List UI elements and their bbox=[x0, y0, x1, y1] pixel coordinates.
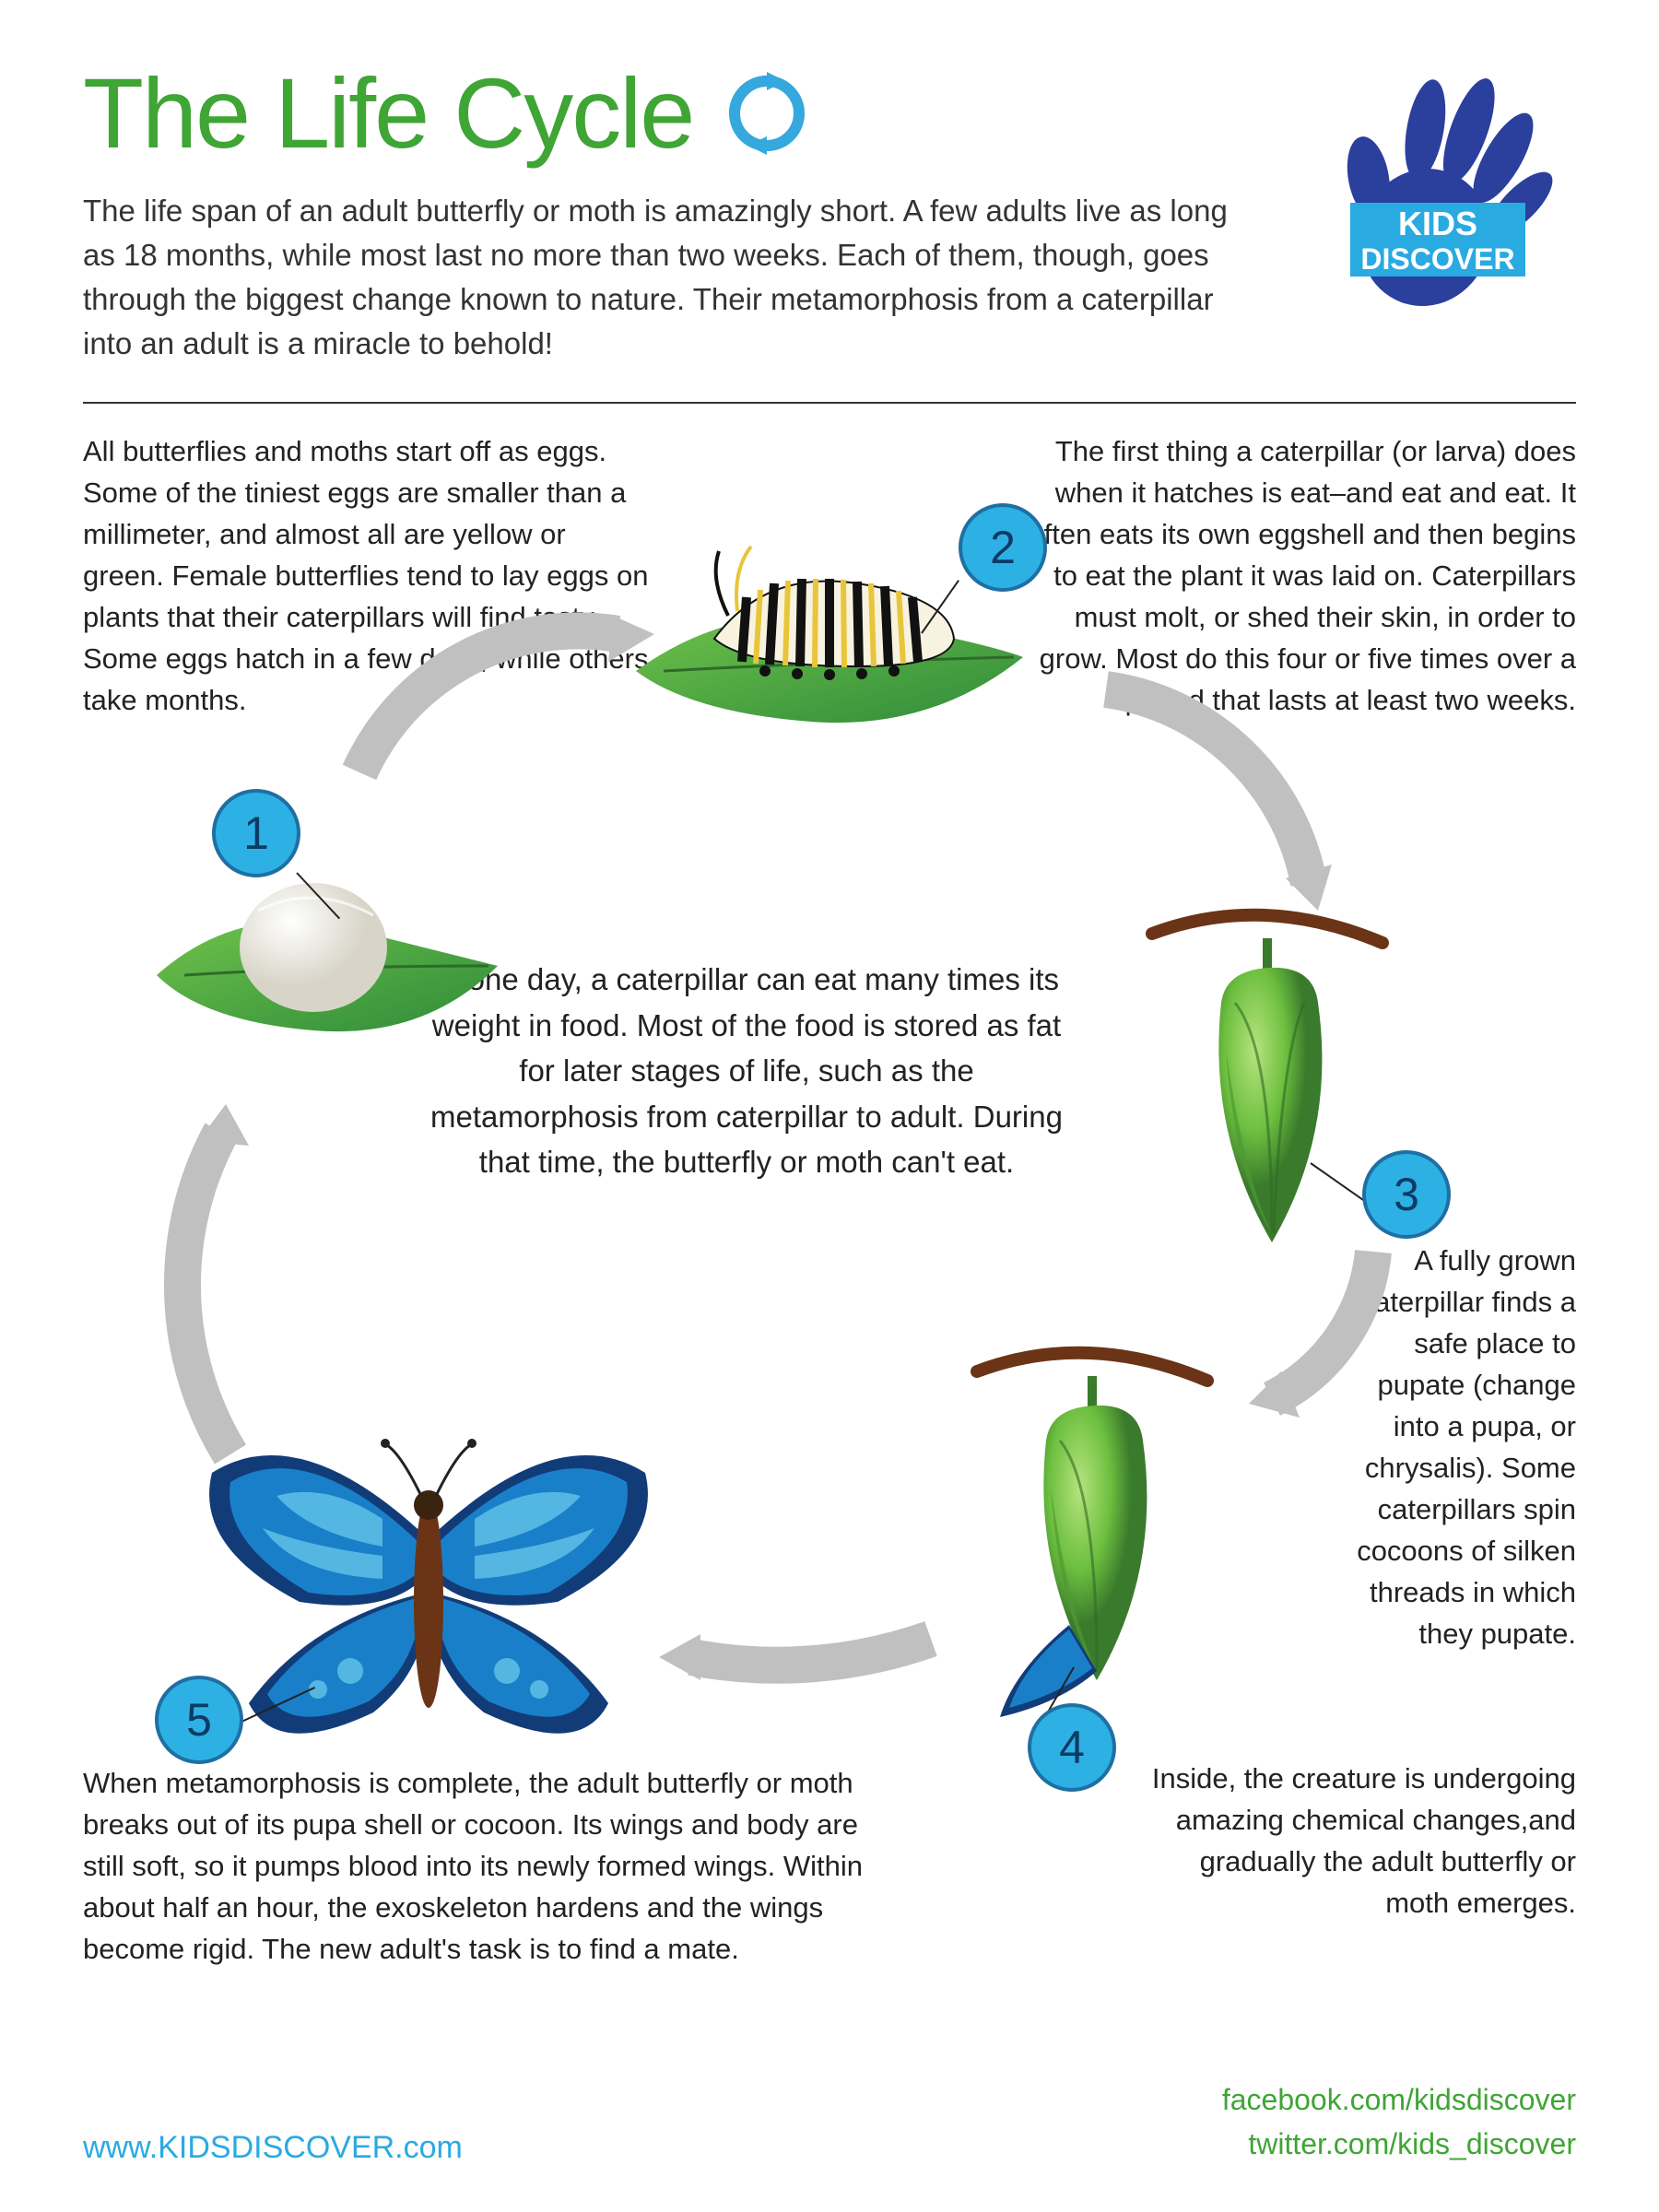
arrow-2-3 bbox=[1078, 671, 1336, 911]
stage-3-number: 3 bbox=[1362, 1150, 1451, 1239]
intro-paragraph: The life span of an adult butterfly or m… bbox=[83, 189, 1244, 365]
stage-1-egg bbox=[147, 846, 507, 1058]
arrow-4-5 bbox=[654, 1602, 949, 1712]
stage-5-butterfly bbox=[189, 1408, 668, 1777]
stage-5-number: 5 bbox=[155, 1676, 243, 1764]
footer-twitter: twitter.com/kids_discover bbox=[1222, 2122, 1576, 2166]
kids-discover-logo: KIDS DISCOVER bbox=[1300, 65, 1576, 341]
stage-4-text: Inside, the creature is undergoing amazi… bbox=[1143, 1759, 1576, 1924]
title-text: The Life Cycle bbox=[83, 55, 693, 171]
stage-5-text: When metamorphosis is complete, the adul… bbox=[83, 1763, 885, 1971]
stage-1-number: 1 bbox=[212, 789, 300, 877]
stage-3-chrysalis bbox=[1134, 901, 1401, 1261]
arrow-3-4 bbox=[1235, 1233, 1401, 1418]
stage-4-number: 4 bbox=[1028, 1703, 1116, 1792]
cycle-icon bbox=[721, 67, 813, 159]
svg-text:KIDS: KIDS bbox=[1398, 205, 1477, 242]
life-cycle-diagram: 1 bbox=[83, 431, 1576, 2017]
center-text: In one day, a caterpillar can eat many t… bbox=[415, 957, 1078, 1185]
footer-url: www.KIDSDISCOVER.com bbox=[83, 2130, 463, 2166]
stage-2-number: 2 bbox=[959, 503, 1047, 592]
svg-text:DISCOVER: DISCOVER bbox=[1360, 242, 1514, 276]
stage-4-emerging bbox=[959, 1339, 1226, 1726]
footer-social: facebook.com/kidsdiscover twitter.com/ki… bbox=[1222, 2077, 1576, 2166]
divider bbox=[83, 402, 1576, 404]
arrow-1-2 bbox=[341, 606, 654, 791]
footer-facebook: facebook.com/kidsdiscover bbox=[1222, 2077, 1576, 2122]
